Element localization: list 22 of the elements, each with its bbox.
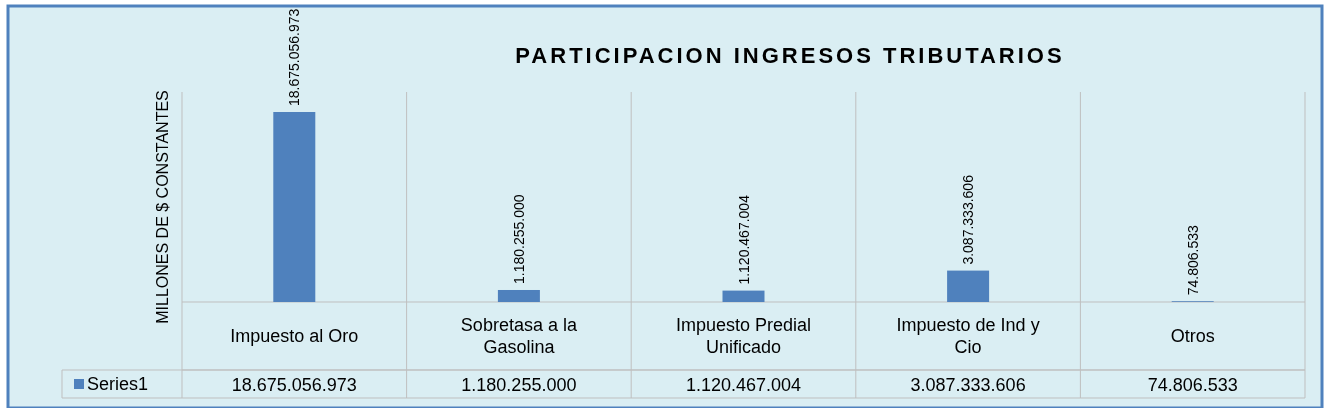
data-label: 3.087.333.606: [910, 375, 1026, 395]
data-label: 1.180.255.000: [461, 375, 577, 395]
text: 1.180.255.000: [510, 194, 527, 284]
chart-title: PARTICIPACION INGRESOS TRIBUTARIOS: [515, 43, 1065, 68]
bar: [947, 270, 990, 302]
data-label: 1.120.467.004: [685, 375, 802, 395]
text: 1.120.467.004: [735, 195, 752, 285]
data-label: 18.675.056.973: [231, 375, 357, 395]
y-axis-title: MILLONES DE $ CONSTANTES: [154, 90, 171, 324]
legend-label: Series1: [87, 374, 149, 394]
x-tick-label: Impuesto de Ind y Cio: [896, 315, 1040, 357]
x-tick-label: Impuesto Predial Unificado: [675, 315, 812, 357]
bar: [722, 290, 765, 302]
bar: [497, 289, 540, 302]
text: 3.087.333.606: [960, 175, 977, 265]
data-label: 74.806.533: [1147, 375, 1238, 395]
text: 74.806.533: [1184, 225, 1201, 296]
x-tick-label: Impuesto al Oro: [230, 326, 359, 346]
text: 18.675.056.973: [286, 8, 303, 106]
bar: [273, 112, 316, 302]
x-tick-label: Sobretasa a la Gasolina: [460, 315, 578, 357]
x-tick-label: Otros: [1170, 326, 1215, 346]
